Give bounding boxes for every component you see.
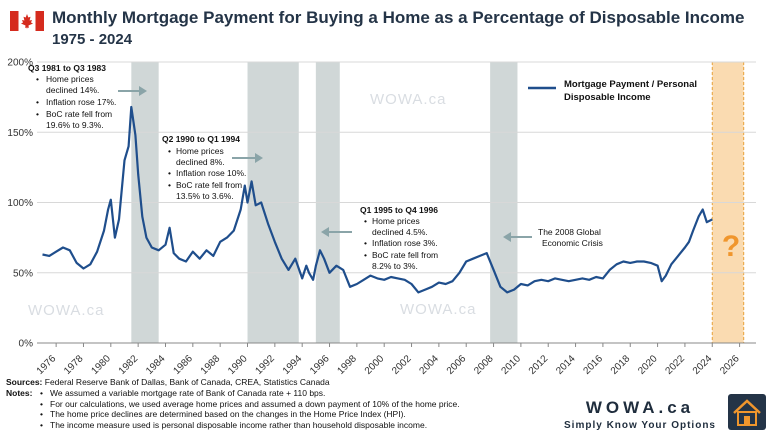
x-tick-label: 2024 [691, 353, 715, 377]
x-tick-label: 1980 [89, 353, 113, 377]
ann1-b3: BoC rate fell from [46, 109, 112, 119]
x-tick-label: 2006 [445, 353, 469, 377]
legend-label-line1: Mortgage Payment / Personal [564, 79, 697, 90]
x-tick-label: 1978 [62, 353, 86, 377]
ann1-b3b: 19.6% to 9.3%. [46, 120, 104, 130]
annotation-3-bullets: • Home prices declined 4.5%. • Inflation r… [364, 216, 441, 271]
series-line [42, 105, 713, 294]
x-tick-label: 1988 [199, 353, 223, 377]
arrow-icon [118, 86, 147, 96]
x-tick-label: 2002 [390, 353, 414, 377]
watermark: WOWA.ca [400, 301, 476, 318]
note-2: For our calculations, we used average ho… [50, 398, 460, 409]
sources-text: Federal Reserve Bank of Dallas, Bank of … [44, 377, 330, 387]
sources-notes: Sources: Federal Reserve Bank of Dallas,… [6, 377, 460, 431]
notes-label: Notes: [6, 387, 33, 398]
x-tick-label: 1982 [117, 353, 141, 377]
y-tick-label: 100% [7, 198, 33, 209]
brand-block: WOWA.ca Simply Know Your Options [560, 398, 720, 431]
x-tick-label: 2012 [527, 353, 551, 377]
y-tick-label: 200% [7, 58, 33, 69]
annotation-1-bullets: • Home prices declined 14%. • Inflation ro… [36, 74, 119, 130]
note-4: The income measure used is personal disp… [50, 420, 428, 431]
x-tick-label: 2022 [664, 353, 688, 377]
brand-tagline: Simply Know Your Options [564, 420, 716, 431]
annotation-3-title: Q1 1995 to Q4 1996 [360, 205, 438, 215]
ann1-b2: Inflation rose 17%. [46, 97, 116, 107]
watermark: WOWA.ca [28, 302, 104, 319]
y-tick-label: 150% [7, 128, 33, 139]
arrow-icon [232, 153, 263, 163]
house-logo-icon [728, 394, 766, 430]
ann3-b3b: 8.2% to 3%. [372, 261, 418, 271]
note-3: The home price declines are determined b… [50, 409, 406, 420]
note-1: We assumed a variable mortgage rate of B… [50, 387, 326, 398]
x-tick-label: 2000 [363, 353, 387, 377]
x-tick-label: 1996 [308, 353, 332, 377]
x-tick-label: 2010 [499, 353, 523, 377]
x-tick-label: 2020 [636, 353, 660, 377]
ann3-b1b: declined 4.5%. [372, 227, 428, 237]
x-tick-label: 1976 [35, 353, 59, 377]
sources-label: Sources: [6, 377, 43, 387]
ann3-b3: BoC rate fell from [372, 250, 438, 260]
x-tick-label: 1990 [226, 353, 250, 377]
annotation-2-bullets: • Home prices declined 8%. • Inflation ros… [168, 146, 249, 201]
y-tick-label: 0% [19, 339, 34, 350]
x-tick-label: 1998 [335, 353, 359, 377]
arrow-icon [503, 232, 532, 242]
ann3-b1: Home prices [372, 216, 420, 226]
x-tick-label: 2004 [417, 353, 441, 377]
y-tick-label: 50% [13, 268, 33, 279]
ann3-b2: Inflation rose 3%. [372, 238, 438, 248]
x-tick-label: 2026 [718, 353, 742, 377]
brand-name: WOWA.ca [585, 398, 695, 417]
ann2-b1: Home prices [176, 146, 224, 156]
annotation-4-text: The 2008 Global Economic Crisis [538, 227, 603, 248]
ann2-b3b: 13.5% to 3.6%. [176, 191, 234, 201]
x-tick-label: 2014 [554, 353, 578, 377]
ann2-b2: Inflation rose 10%. [176, 168, 246, 178]
ann2-b1b: declined 8%. [176, 157, 225, 167]
watermark: WOWA.ca [370, 91, 446, 108]
x-tick-label: 1994 [281, 353, 305, 377]
ann1-b1b: declined 14%. [46, 85, 99, 95]
chart-subtitle: 1975 - 2024 [52, 31, 133, 48]
arrow-icon [321, 227, 352, 237]
annotation-1-title: Q3 1981 to Q3 1983 [28, 63, 106, 73]
canada-flag-icon [10, 11, 44, 31]
annotation-2-title: Q2 1990 to Q1 1994 [162, 134, 240, 144]
x-tick-label: 1984 [144, 353, 168, 377]
x-tick-label: 2016 [582, 353, 606, 377]
x-tick-label: 2008 [472, 353, 496, 377]
x-tick-label: 1992 [253, 353, 277, 377]
forecast-question-mark: ? [722, 230, 740, 263]
legend-label: Mortgage Payment / Personal Disposable I… [564, 79, 700, 103]
ann2-b3: BoC rate fell from [176, 180, 242, 190]
chart-title: Monthly Mortgage Payment for Buying a Ho… [52, 8, 745, 27]
x-tick-label: 2018 [609, 353, 633, 377]
legend-label-line2: Disposable Income [564, 92, 651, 103]
ann1-b1: Home prices [46, 74, 94, 84]
x-tick-label: 1986 [171, 353, 195, 377]
